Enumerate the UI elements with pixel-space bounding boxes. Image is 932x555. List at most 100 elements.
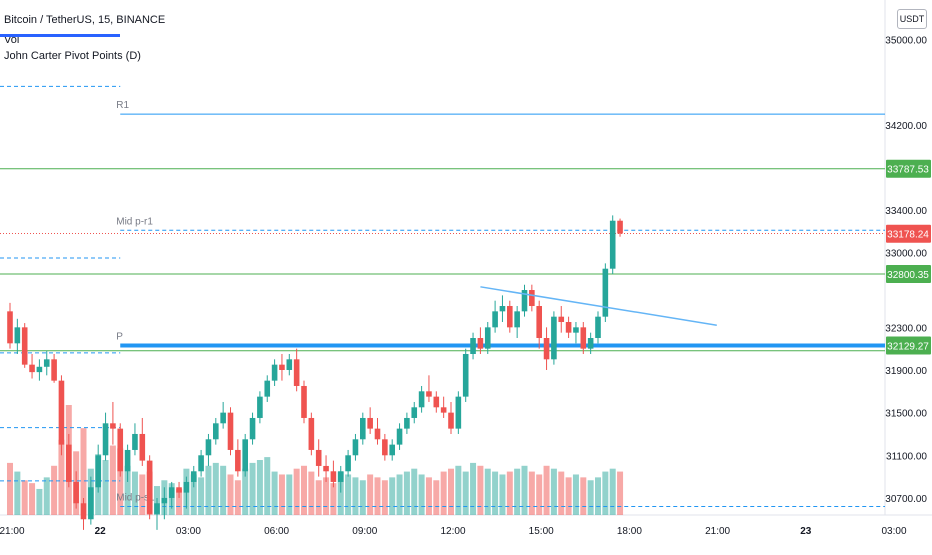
candle-body — [168, 487, 175, 498]
price-tick-label: 31100.00 — [886, 451, 927, 462]
horizontal-levels — [0, 168, 885, 352]
volume-bar — [617, 471, 624, 515]
time-axis: 21:00 22 03:00 06:00 09:00 12:00 15:00 18:00 21:… — [0, 526, 907, 537]
price-badge-label: 33178.24 — [887, 230, 929, 241]
volume-bar — [484, 468, 491, 515]
indicator-pivot-points[interactable]: John Carter Pivot Points (D) — [4, 50, 141, 62]
volume-bar — [359, 480, 366, 515]
volume-bar — [411, 468, 418, 515]
currency-button[interactable]: USDT — [897, 9, 927, 29]
candle-body — [529, 290, 535, 307]
candle-body — [271, 364, 278, 381]
indicator-vol[interactable]: Vol — [4, 34, 20, 46]
volume-bar — [528, 471, 535, 515]
candle-body — [587, 338, 594, 349]
volume-bar — [301, 465, 307, 515]
price-badge: 32129.27 — [886, 336, 931, 355]
candle-body — [455, 396, 462, 429]
candle-body — [95, 455, 101, 488]
candle-series — [7, 215, 623, 530]
candle-body — [396, 428, 403, 445]
candle-body — [602, 268, 609, 317]
candle-body — [514, 311, 520, 328]
volume-bar — [176, 488, 183, 515]
candle-body — [110, 423, 116, 429]
volume-bar — [102, 460, 109, 515]
pivot-label: Mid p-r1 — [116, 216, 153, 227]
time-tick-label: 22 — [95, 526, 107, 537]
candle-body — [88, 487, 94, 520]
volume-bar — [271, 471, 278, 515]
candle-body — [558, 316, 565, 323]
candle-body — [573, 327, 579, 333]
volume-bar — [109, 445, 116, 515]
volume-bar — [43, 477, 50, 515]
pivot-levels: R1 Mid p-r1 P Mid p-s1 — [0, 85, 885, 507]
candle-body — [190, 471, 197, 482]
candle-body — [213, 423, 219, 440]
candle-body — [418, 391, 425, 408]
candle-body — [440, 407, 447, 413]
volume-bar — [139, 474, 146, 515]
volume-bar — [543, 465, 550, 515]
trendline — [480, 286, 717, 326]
price-badge-bg — [886, 264, 931, 283]
time-tick-label: 21:00 — [705, 526, 730, 537]
price-tick-label: 31500.00 — [885, 409, 927, 420]
candle-body — [198, 455, 204, 472]
candle-body — [66, 444, 72, 482]
chart-legend: Bitcoin / TetherUS, 15, BINANCE Vol John… — [0, 12, 166, 64]
price-badge-bg — [886, 224, 931, 243]
candle-body — [374, 428, 381, 440]
volume-bar — [389, 477, 396, 515]
candle-body — [337, 471, 344, 482]
candle-body — [29, 364, 35, 373]
volume-bar — [609, 468, 616, 515]
volume-bar — [80, 428, 87, 515]
volume-bar — [396, 474, 403, 515]
price-badge: 33178.24 — [886, 224, 931, 243]
volume-bar — [572, 474, 579, 515]
candle-body — [492, 311, 498, 328]
volume-bar — [212, 462, 219, 515]
time-tick-label: 09:00 — [352, 526, 377, 537]
candle-body — [102, 423, 109, 456]
volume-bar — [293, 468, 300, 515]
time-tick-label: 03:00 — [176, 526, 201, 537]
volume-bar — [190, 474, 197, 515]
price-tick-label: 32300.00 — [885, 323, 927, 334]
pivot-label: Mid p-s1 — [116, 492, 155, 503]
candle-body — [139, 433, 146, 461]
candle-body — [433, 396, 440, 408]
volume-bar — [308, 471, 315, 515]
volume-bar — [345, 474, 352, 515]
candle-body — [146, 460, 153, 514]
candle-body — [235, 449, 241, 472]
candle-body — [308, 417, 315, 450]
candle-body — [80, 503, 87, 520]
candle-body — [367, 417, 373, 429]
candle-body — [345, 455, 351, 472]
price-badge: 33787.53 — [886, 159, 931, 178]
volume-bar — [514, 468, 521, 515]
pivot-label: R1 — [116, 100, 129, 111]
candle-body — [279, 364, 285, 370]
volume-bar — [117, 448, 124, 515]
price-axis: 35000.00 34200.00 33400.00 33000.00 32300.00… — [885, 35, 931, 505]
price-tick-label: 33000.00 — [885, 249, 927, 260]
price-badge-bg — [886, 336, 931, 355]
volume-bar — [205, 465, 212, 515]
volume-bar — [403, 471, 410, 515]
candle-body — [609, 220, 616, 269]
volume-bar — [558, 471, 565, 515]
symbol-title[interactable]: Bitcoin / TetherUS, 15, BINANCE — [4, 14, 166, 26]
volume-bar — [433, 480, 440, 515]
candle-body — [205, 439, 212, 456]
candle-body — [132, 433, 138, 450]
volume-bar — [7, 462, 13, 515]
candle-body — [43, 359, 50, 367]
volume-bar — [499, 474, 506, 515]
candle-body — [617, 220, 623, 234]
